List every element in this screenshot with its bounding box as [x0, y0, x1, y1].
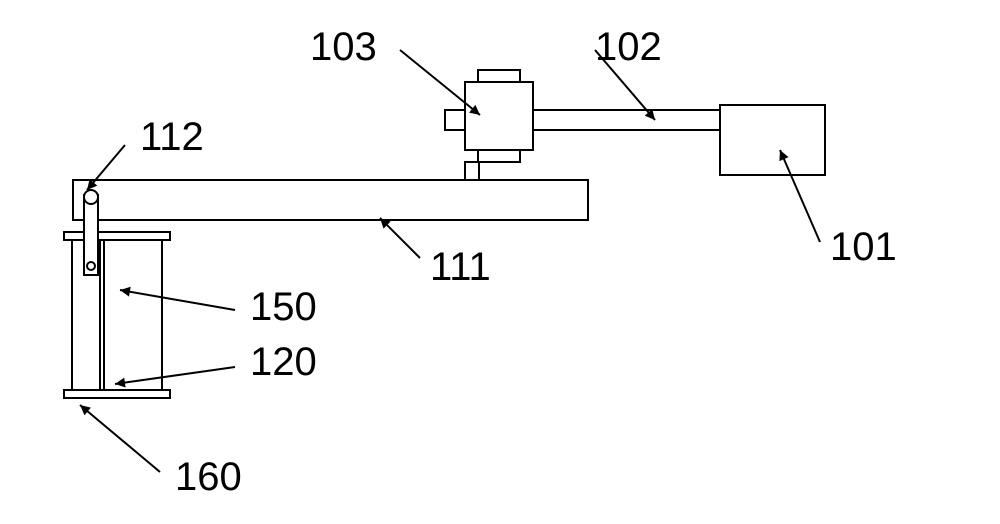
part-103-cap-bot — [478, 150, 520, 162]
part-150-plate-top — [64, 232, 170, 240]
part-112-pin-top — [84, 190, 98, 204]
part-160-plate-bot — [64, 390, 170, 398]
label-102: 102 — [595, 25, 662, 69]
label-112: 112 — [140, 115, 204, 159]
part-101-box — [720, 105, 825, 175]
label-150: 150 — [250, 285, 317, 329]
part-111-bar — [73, 180, 588, 220]
part-150-spacer — [100, 240, 104, 390]
diagram-canvas: 103 102 112 101 111 150 120 160 — [0, 0, 1000, 524]
part-112-pin-bot — [87, 262, 95, 270]
part-102-rod-rect — [533, 110, 720, 130]
part-103-cap-top — [478, 70, 520, 82]
label-103: 103 — [310, 25, 377, 69]
part-103-notch — [465, 162, 479, 180]
label-111: 111 — [430, 245, 491, 289]
label-101: 101 — [830, 225, 897, 269]
part-103-stub-left — [445, 110, 465, 130]
part-103-box — [465, 82, 533, 150]
label-160: 160 — [175, 455, 242, 499]
label-120: 120 — [250, 340, 317, 384]
